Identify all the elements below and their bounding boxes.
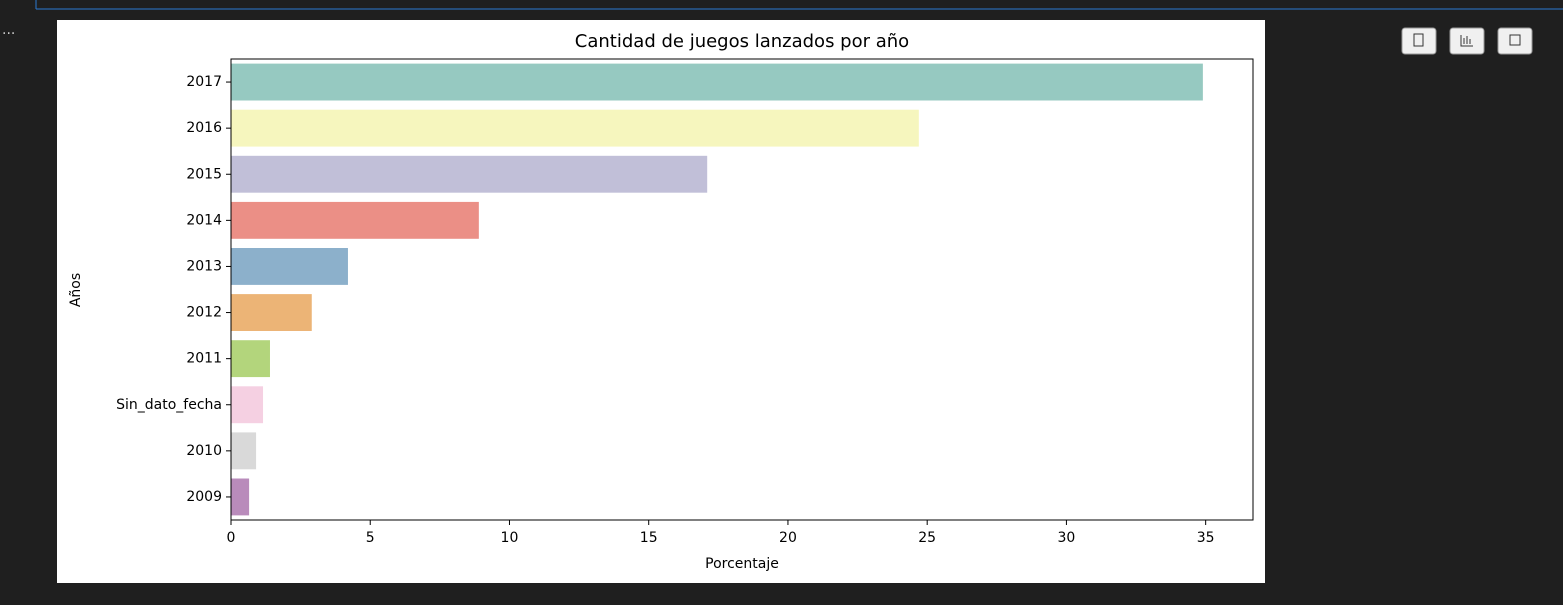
- bar: [231, 478, 250, 516]
- y-tick-label: 2009: [186, 489, 222, 505]
- bar: [231, 109, 919, 147]
- y-tick-label: 2012: [186, 305, 222, 321]
- copy-button[interactable]: [1401, 27, 1437, 55]
- copy-icon: [1413, 33, 1424, 47]
- chart-icon: [1460, 35, 1473, 47]
- axes-frame: [230, 58, 1254, 521]
- bar: [231, 340, 270, 378]
- bar: [231, 201, 479, 239]
- y-tick-label: Sin_dato_fecha: [116, 397, 222, 413]
- bar: [231, 63, 1203, 101]
- bar: [231, 294, 312, 331]
- y-axis-label: Años: [68, 273, 84, 307]
- toolbar: [1401, 27, 1533, 55]
- y-tick-label: 2017: [186, 74, 222, 90]
- y-tick-label: 2013: [186, 258, 222, 274]
- x-tick-label: 25: [918, 530, 936, 546]
- y-tick-label: 2010: [186, 443, 222, 459]
- y-tick-label: 2014: [186, 212, 222, 228]
- bar: [231, 432, 257, 470]
- bar: [231, 386, 264, 424]
- chart-title: Cantidad de juegos lanzados por año: [575, 31, 909, 52]
- y-tick-label: 2016: [186, 120, 222, 136]
- x-tick-label: 20: [779, 530, 797, 546]
- bar: [231, 248, 348, 285]
- x-axis-label: Porcentaje: [705, 556, 779, 572]
- x-tick-label: 0: [227, 530, 236, 546]
- save-icon: [1509, 34, 1521, 46]
- x-tick-label: 10: [501, 530, 519, 546]
- y-tick-label: 2015: [186, 166, 222, 182]
- x-tick-label: 35: [1197, 530, 1215, 546]
- x-tick-label: 5: [366, 530, 375, 546]
- x-tick-label: 15: [640, 530, 658, 546]
- y-tick-label: 2011: [186, 351, 222, 367]
- save-button[interactable]: [1497, 27, 1533, 55]
- output-menu[interactable]: ...: [2, 22, 15, 38]
- x-tick-label: 30: [1058, 530, 1076, 546]
- bar: [231, 155, 708, 193]
